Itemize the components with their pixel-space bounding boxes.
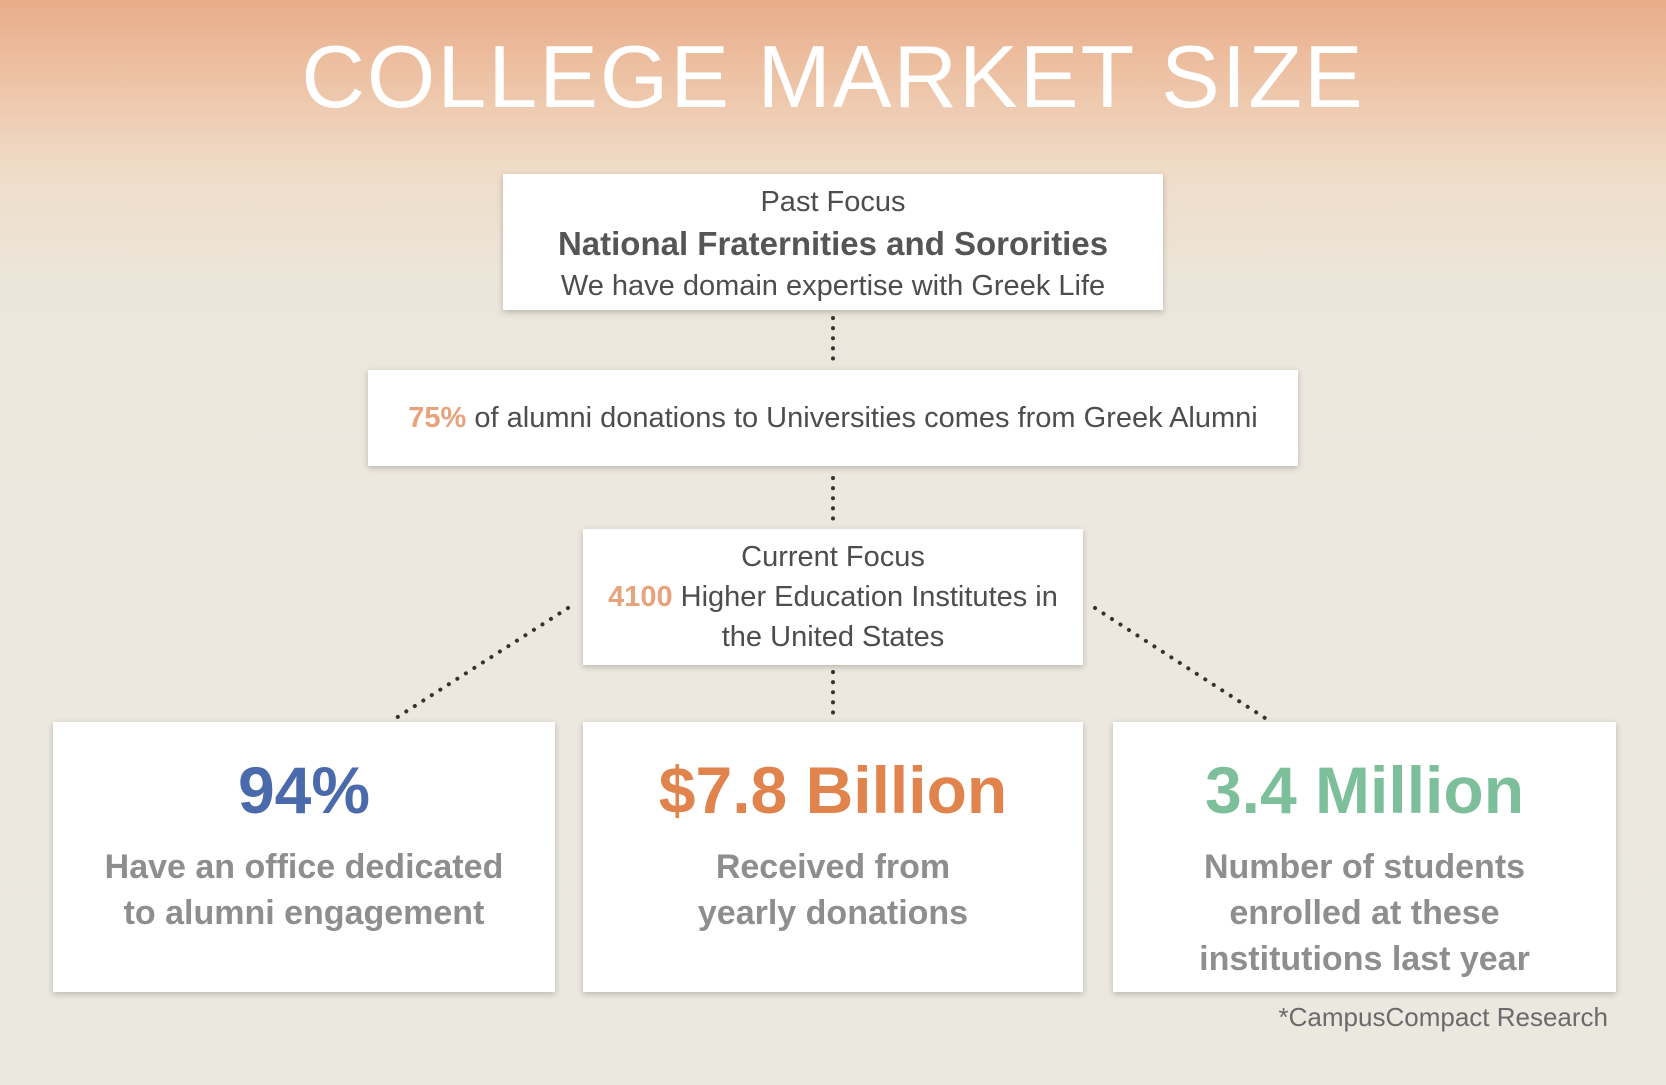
past-focus-subtext: We have domain expertise with Greek Life <box>560 270 1106 302</box>
stat-value: $7.8 Billion <box>658 753 1008 827</box>
page-title: COLLEGE MARKET SIZE <box>301 27 1365 126</box>
current-focus-highlight: 4100 <box>608 581 673 613</box>
stat-value: 94% <box>237 753 371 827</box>
past-focus-heading: National Fraternities and Sororities <box>557 225 1109 262</box>
alumni-stat-box: 75% of alumni donations to Universities … <box>368 370 1298 466</box>
current-focus-line2: the United States <box>721 621 945 653</box>
stat-card-donations: $7.8 Billion Received from yearly donati… <box>583 722 1083 992</box>
stat-desc-line1: Number of students <box>1203 848 1526 886</box>
source-note: *CampusCompact Research <box>1278 1002 1608 1032</box>
stat-desc-line2: enrolled at these <box>1229 894 1500 932</box>
current-focus-label: Current Focus <box>741 541 925 573</box>
stat-desc-line2: yearly donations <box>697 894 969 932</box>
stat-desc-line3: institutions last year <box>1199 940 1530 978</box>
stat-desc-line1: Have an office dedicated <box>104 848 504 886</box>
current-focus-box: Current Focus 4100 Higher Education Inst… <box>583 529 1083 665</box>
connector-current-to-right <box>1093 606 1267 720</box>
past-focus-label: Past Focus <box>760 186 906 218</box>
stat-desc-line1: Received from <box>715 848 951 886</box>
current-focus-line1: Higher Education Institutes in <box>672 581 1058 613</box>
alumni-stat-highlight: 75% <box>408 402 467 434</box>
past-focus-box: Past Focus National Fraternities and Sor… <box>503 174 1163 310</box>
stat-card-students: 3.4 Million Number of students enrolled … <box>1113 722 1616 992</box>
stat-value: 3.4 Million <box>1204 753 1525 827</box>
connector-current-to-left <box>394 606 570 720</box>
stat-desc-line2: to alumni engagement <box>123 894 485 932</box>
alumni-stat-text: of alumni donations to Universities come… <box>466 402 1258 434</box>
stat-card-alumni-office: 94% Have an office dedicated to alumni e… <box>53 722 555 992</box>
